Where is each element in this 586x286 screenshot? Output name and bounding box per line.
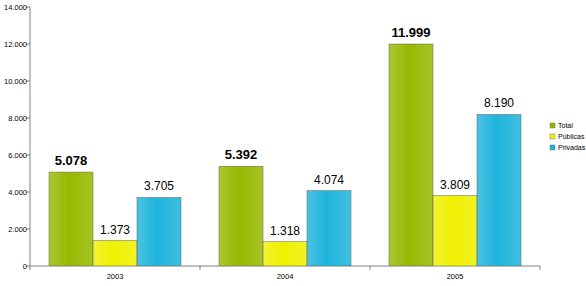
legend-label: Públicas bbox=[558, 133, 585, 140]
legend-swatch bbox=[550, 123, 555, 128]
bar bbox=[93, 241, 137, 266]
legend-swatch bbox=[550, 134, 555, 139]
data-label: 8.190 bbox=[484, 96, 514, 110]
legend: Total Públicas Privadas bbox=[550, 122, 586, 151]
data-label: 3.705 bbox=[144, 179, 174, 193]
legend-swatch bbox=[550, 145, 555, 150]
y-tick-label: 2.000 bbox=[8, 225, 27, 234]
bar bbox=[307, 191, 351, 266]
legend-label: Privadas bbox=[558, 144, 586, 151]
bars bbox=[49, 44, 521, 266]
chart-svg: 0 2.000 4.000 6.000 8.000 10.000 12.000 14.000 2… bbox=[0, 0, 586, 286]
x-tick bbox=[370, 266, 371, 270]
y-tick-label: 12.000 bbox=[4, 40, 27, 49]
x-tick-label: 2004 bbox=[277, 272, 294, 281]
x-tick bbox=[200, 266, 201, 270]
bar bbox=[219, 166, 263, 266]
y-tick-label: 0 bbox=[23, 262, 27, 271]
y-tick-label: 10.000 bbox=[4, 77, 27, 86]
y-tick-label: 8.000 bbox=[8, 114, 27, 123]
legend-label: Total bbox=[558, 122, 573, 129]
bar bbox=[389, 44, 433, 266]
bar bbox=[49, 172, 93, 266]
y-tick-label: 14.000 bbox=[4, 3, 27, 12]
y-tick-label: 4.000 bbox=[8, 188, 27, 197]
x-tick-label: 2005 bbox=[447, 272, 464, 281]
y-axis bbox=[30, 7, 31, 266]
data-label: 1.318 bbox=[270, 224, 300, 238]
bar bbox=[263, 242, 307, 266]
data-label: 5.078 bbox=[55, 153, 88, 168]
data-label: 3.809 bbox=[440, 178, 470, 192]
chart: 0 2.000 4.000 6.000 8.000 10.000 12.000 14.000 2… bbox=[0, 0, 586, 286]
x-tick-label: 2003 bbox=[107, 272, 124, 281]
bar bbox=[477, 114, 521, 266]
data-label: 4.074 bbox=[314, 173, 344, 187]
data-label: 1.373 bbox=[100, 223, 130, 237]
y-tick-label: 6.000 bbox=[8, 151, 27, 160]
data-label: 5.392 bbox=[225, 147, 258, 162]
x-tick bbox=[540, 266, 541, 270]
bar bbox=[137, 197, 181, 266]
data-labels: 5.078 5.392 11.999 1.373 1.318 3.809 3.705 4.07… bbox=[55, 25, 515, 238]
data-label: 11.999 bbox=[391, 25, 430, 40]
bar bbox=[433, 196, 477, 266]
x-tick bbox=[30, 266, 31, 270]
